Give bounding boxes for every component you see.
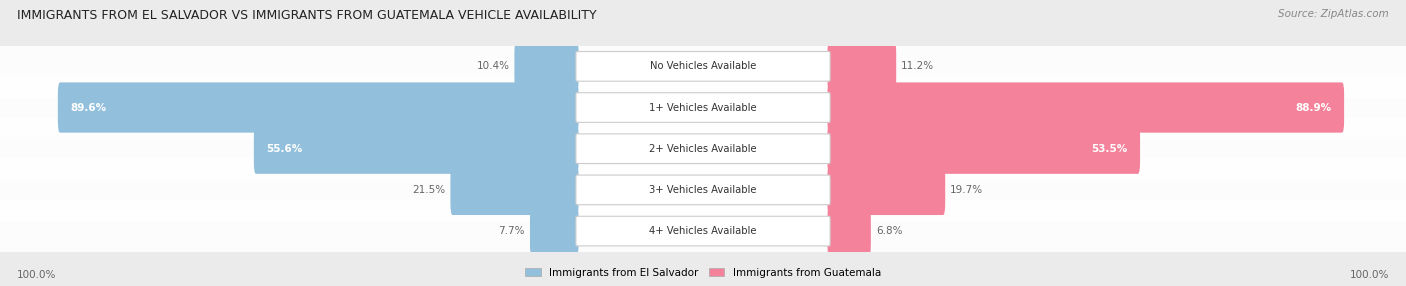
Text: 1+ Vehicles Available: 1+ Vehicles Available [650, 103, 756, 112]
FancyBboxPatch shape [0, 159, 1406, 221]
Text: 53.5%: 53.5% [1091, 144, 1128, 154]
Text: 21.5%: 21.5% [412, 185, 446, 195]
FancyBboxPatch shape [576, 134, 830, 164]
Text: No Vehicles Available: No Vehicles Available [650, 61, 756, 71]
FancyBboxPatch shape [0, 35, 1406, 98]
Text: 11.2%: 11.2% [901, 61, 934, 71]
FancyBboxPatch shape [576, 51, 830, 81]
FancyBboxPatch shape [576, 93, 830, 122]
Text: 2+ Vehicles Available: 2+ Vehicles Available [650, 144, 756, 154]
Text: 6.8%: 6.8% [876, 226, 903, 236]
FancyBboxPatch shape [827, 82, 1344, 133]
FancyBboxPatch shape [515, 41, 579, 92]
FancyBboxPatch shape [827, 41, 896, 92]
Text: 100.0%: 100.0% [17, 270, 56, 280]
Text: 4+ Vehicles Available: 4+ Vehicles Available [650, 226, 756, 236]
Text: IMMIGRANTS FROM EL SALVADOR VS IMMIGRANTS FROM GUATEMALA VEHICLE AVAILABILITY: IMMIGRANTS FROM EL SALVADOR VS IMMIGRANT… [17, 9, 596, 21]
FancyBboxPatch shape [827, 206, 870, 256]
Text: 55.6%: 55.6% [267, 144, 302, 154]
FancyBboxPatch shape [254, 124, 579, 174]
Text: 19.7%: 19.7% [950, 185, 983, 195]
Text: Source: ZipAtlas.com: Source: ZipAtlas.com [1278, 9, 1389, 19]
FancyBboxPatch shape [0, 76, 1406, 139]
Text: 3+ Vehicles Available: 3+ Vehicles Available [650, 185, 756, 195]
FancyBboxPatch shape [0, 118, 1406, 180]
FancyBboxPatch shape [450, 165, 579, 215]
FancyBboxPatch shape [530, 206, 579, 256]
FancyBboxPatch shape [58, 82, 579, 133]
FancyBboxPatch shape [576, 175, 830, 205]
Text: 7.7%: 7.7% [499, 226, 524, 236]
Text: 100.0%: 100.0% [1350, 270, 1389, 280]
FancyBboxPatch shape [827, 165, 945, 215]
FancyBboxPatch shape [827, 124, 1140, 174]
Text: 89.6%: 89.6% [70, 103, 107, 112]
Legend: Immigrants from El Salvador, Immigrants from Guatemala: Immigrants from El Salvador, Immigrants … [522, 265, 884, 281]
FancyBboxPatch shape [0, 200, 1406, 262]
Text: 10.4%: 10.4% [477, 61, 509, 71]
Text: 88.9%: 88.9% [1295, 103, 1331, 112]
FancyBboxPatch shape [576, 216, 830, 246]
